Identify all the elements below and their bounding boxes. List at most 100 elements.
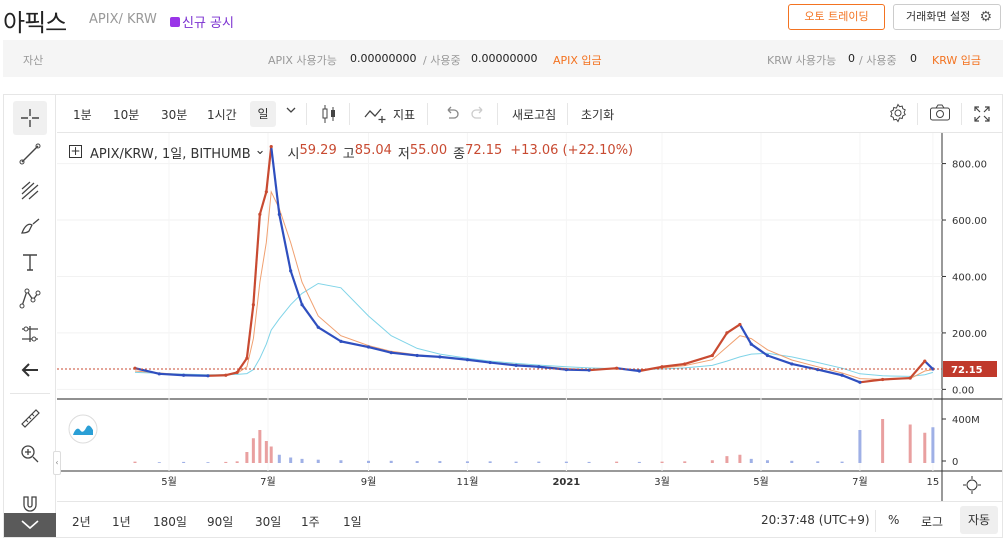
interval-30m[interactable]: 30분 (161, 108, 188, 122)
price-point (235, 370, 239, 375)
x-tick-label: 9월 (361, 476, 377, 488)
redo-icon[interactable] (471, 105, 487, 124)
range-1w[interactable]: 1주 (301, 515, 320, 529)
volume-bar (245, 452, 249, 463)
range-90d[interactable]: 90일 (207, 515, 234, 529)
volume-tick-label: 0 (952, 457, 958, 468)
interval-10m[interactable]: 10분 (113, 108, 140, 122)
auto-scale-toggle[interactable]: 자동 (960, 506, 998, 534)
notice-label: 신규 공시 (182, 16, 234, 31)
price-point (157, 372, 161, 376)
volume-bar (269, 446, 273, 463)
log-toggle[interactable]: 로그 (921, 515, 944, 529)
volume-bar (816, 461, 820, 463)
notice-icon (170, 16, 180, 27)
indicator-icon[interactable] (363, 103, 389, 128)
auto-trading-button[interactable]: 오토 트레이딩 (788, 4, 885, 30)
toolbar-separator (497, 103, 498, 125)
krw-deposit-link[interactable]: KRW 입금 (932, 54, 982, 67)
refresh-button[interactable]: 새로고침 (512, 108, 557, 122)
brush-icon[interactable] (13, 209, 47, 243)
volume-bar (300, 458, 304, 463)
collapse-toolbar-button[interactable] (4, 513, 56, 537)
x-tick-label: 2021 (552, 477, 580, 488)
volume-bar (725, 456, 729, 463)
magnet-icon[interactable] (13, 487, 47, 521)
price-point (300, 303, 304, 307)
krw-inuse-label: / 사용중 (859, 54, 897, 67)
interval-1m[interactable]: 1분 (73, 108, 92, 122)
y-tick-label: 600.00 (952, 216, 987, 227)
price-point (660, 365, 664, 369)
crosshair-icon[interactable] (13, 101, 47, 135)
fullscreen-icon[interactable] (973, 105, 991, 126)
prediction-icon[interactable] (13, 317, 47, 351)
plus-icon[interactable]: + (69, 144, 82, 158)
chart-settings-icon[interactable] (888, 103, 908, 126)
volume-bar (465, 461, 469, 463)
price-point (790, 362, 794, 366)
apix-available-value: 0.00000000 (350, 52, 417, 65)
volume-bar (367, 460, 371, 463)
volume-bar (488, 461, 492, 463)
price-segment (417, 354, 440, 358)
price-point (881, 377, 885, 382)
price-segment (817, 368, 843, 377)
price-point (537, 365, 541, 369)
candle-type-icon[interactable] (321, 103, 337, 128)
toolbar-separator (917, 103, 918, 125)
ruler-icon[interactable] (13, 401, 47, 435)
arrow-left-icon[interactable] (13, 353, 47, 387)
notice-link[interactable]: 신규 공시 (170, 12, 234, 31)
volume-bar (133, 461, 137, 463)
symbol-chevron-icon[interactable]: ⌄ (254, 143, 266, 158)
percent-toggle[interactable]: % (888, 513, 900, 527)
trend-line-icon[interactable] (13, 137, 47, 171)
fib-lines-icon[interactable] (13, 173, 47, 207)
toolbar-separator (961, 103, 962, 125)
volume-bar (923, 432, 927, 463)
price-point (415, 353, 419, 358)
volume-bar (157, 462, 161, 463)
range-1y[interactable]: 1년 (112, 515, 131, 529)
price-segment (252, 214, 261, 305)
apix-deposit-link[interactable]: APIX 입금 (553, 54, 602, 67)
volume-bar (564, 461, 568, 463)
zoom-in-icon[interactable] (13, 437, 47, 471)
price-point (923, 359, 927, 363)
volume-bar (710, 460, 714, 463)
range-1d[interactable]: 1일 (343, 515, 362, 529)
price-segment (467, 358, 491, 364)
price-point (683, 362, 687, 366)
interval-day[interactable]: 일 (250, 101, 276, 127)
chart-top-toolbar: 1분 10분 30분 1시간 일 지표 새로고침 초기화 (57, 95, 1002, 133)
asset-label: 자산 (23, 54, 44, 67)
reset-button[interactable]: 초기화 (581, 108, 615, 122)
legend-change: +13.06 (+22.10%) (510, 143, 634, 158)
drawing-toolbar (4, 95, 56, 537)
range-30d[interactable]: 30일 (255, 515, 282, 529)
pattern-icon[interactable] (13, 281, 47, 315)
price-point (908, 376, 912, 380)
price-chart[interactable]: 800.00 600.00 400.00 200.00 0.00 400M 0 5월 7월 9월 1… (57, 133, 1002, 501)
chevron-down-icon[interactable] (285, 104, 297, 119)
range-2y[interactable]: 2년 (72, 515, 91, 529)
range-180d[interactable]: 180일 (153, 515, 187, 529)
screen-settings-button[interactable]: 거래화면 설정 ⚙ (893, 4, 1001, 30)
volume-bar (514, 461, 518, 463)
indicator-button[interactable]: 지표 (393, 108, 416, 122)
x-tick-label: 7월 (852, 476, 868, 488)
volume-bar (277, 454, 281, 463)
x-tick-label: 15 (927, 477, 940, 488)
undo-icon[interactable] (443, 105, 459, 124)
volume-bar (289, 457, 293, 463)
volume-bar (660, 461, 664, 463)
legend-close: 72.15 (465, 143, 503, 158)
price-segment (278, 214, 292, 272)
price-point (389, 351, 393, 355)
camera-icon[interactable] (929, 104, 951, 125)
interval-1h[interactable]: 1시간 (207, 108, 237, 122)
text-tool-icon[interactable] (13, 245, 47, 279)
panel-collapse-handle[interactable]: ‹ (53, 451, 61, 475)
volume-bar (615, 461, 619, 463)
